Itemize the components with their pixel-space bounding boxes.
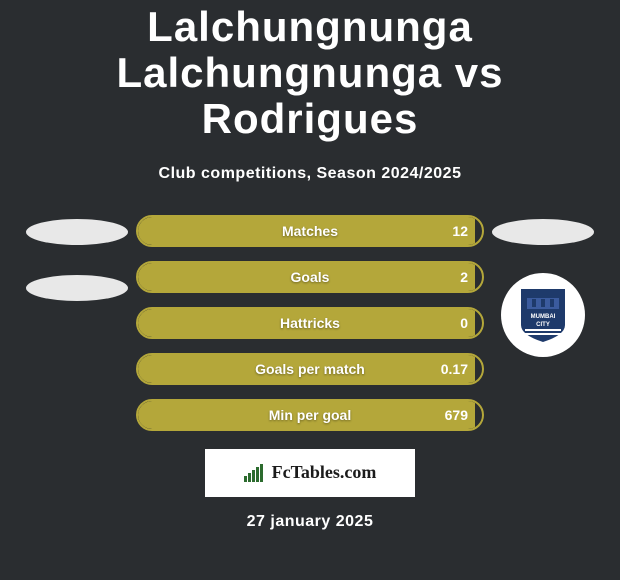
stat-label: Goals <box>291 269 330 285</box>
player-avatar-placeholder <box>26 219 128 245</box>
stats-area: Matches 12 Goals 2 Hattricks 0 Goals per match… <box>0 215 620 431</box>
stat-label: Matches <box>282 223 338 239</box>
title: Lalchungnunga Lalchungnunga vs Rodrigues <box>0 4 620 143</box>
stat-bar: Goals 2 <box>136 261 484 293</box>
mumbai-city-logo-icon: MUMBAI CITY <box>513 285 573 345</box>
svg-text:CITY: CITY <box>536 322 550 328</box>
club-logo-placeholder <box>26 275 128 301</box>
stat-bar: Goals per match 0.17 <box>136 353 484 385</box>
date: 27 january 2025 <box>247 513 374 531</box>
stat-bars: Matches 12 Goals 2 Hattricks 0 Goals per match… <box>136 215 484 431</box>
svg-text:MUMBAI: MUMBAI <box>531 314 556 320</box>
stat-right-value: 0 <box>460 315 468 331</box>
badge-text: FcTables.com <box>272 462 377 483</box>
subtitle: Club competitions, Season 2024/2025 <box>159 165 462 183</box>
stat-right-value: 679 <box>445 407 468 423</box>
stat-right-value: 12 <box>452 223 468 239</box>
fctables-badge[interactable]: FcTables.com <box>205 449 415 497</box>
left-player-col <box>18 215 136 431</box>
comparison-card: Lalchungnunga Lalchungnunga vs Rodrigues… <box>0 0 620 531</box>
player-avatar-placeholder <box>492 219 594 245</box>
stat-label: Goals per match <box>255 361 365 377</box>
stat-label: Min per goal <box>269 407 351 423</box>
stat-bar: Min per goal 679 <box>136 399 484 431</box>
title-line-2: Rodrigues <box>202 95 419 142</box>
club-logo: MUMBAI CITY <box>501 273 585 357</box>
chart-icon <box>244 464 266 482</box>
stat-label: Hattricks <box>280 315 340 331</box>
stat-bar: Matches 12 <box>136 215 484 247</box>
stat-bar: Hattricks 0 <box>136 307 484 339</box>
stat-right-value: 2 <box>460 269 468 285</box>
stat-right-value: 0.17 <box>441 361 468 377</box>
right-player-col: MUMBAI CITY <box>484 215 602 431</box>
title-line-1: Lalchungnunga Lalchungnunga vs <box>116 3 503 96</box>
